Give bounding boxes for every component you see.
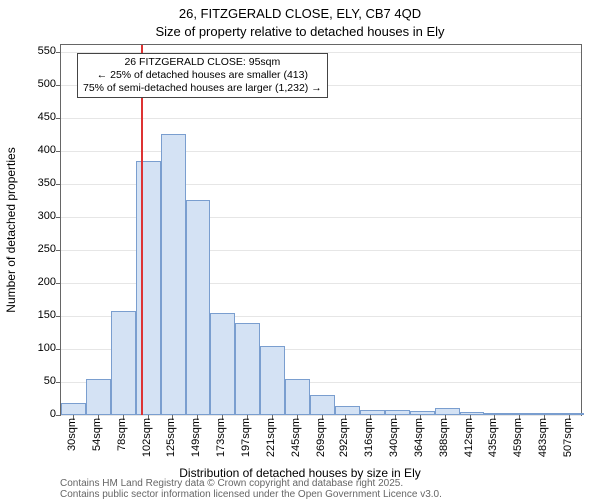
ytick-mark — [56, 217, 61, 218]
xtick-label: 78sqm — [116, 418, 128, 451]
xtick-label: 507sqm — [562, 418, 574, 457]
histogram-bar — [435, 408, 460, 415]
xtick-label: 316sqm — [363, 418, 375, 457]
xtick-label: 54sqm — [91, 418, 103, 451]
xtick-label: 197sqm — [240, 418, 252, 457]
chart-title-sub: Size of property relative to detached ho… — [0, 24, 600, 39]
ytick-label: 350 — [16, 177, 56, 189]
histogram-bar — [161, 134, 186, 415]
ytick-mark — [56, 118, 61, 119]
xtick-label: 340sqm — [388, 418, 400, 457]
xtick-label: 292sqm — [338, 418, 350, 457]
xtick-label: 364sqm — [413, 418, 425, 457]
ytick-mark — [56, 184, 61, 185]
xtick-label: 388sqm — [438, 418, 450, 457]
chart-footer: Contains HM Land Registry data © Crown c… — [60, 478, 442, 500]
ytick-mark — [56, 151, 61, 152]
y-axis-label: Number of detached properties — [4, 147, 18, 312]
histogram-bar — [534, 413, 559, 415]
xtick-label: 149sqm — [190, 418, 202, 457]
histogram-bar — [484, 413, 509, 415]
ytick-label: 150 — [16, 309, 56, 321]
footer-line1: Contains HM Land Registry data © Crown c… — [60, 478, 403, 489]
ytick-label: 250 — [16, 243, 56, 255]
ytick-mark — [56, 52, 61, 53]
ytick-mark — [56, 382, 61, 383]
ytick-label: 500 — [16, 78, 56, 90]
reference-line — [141, 45, 143, 415]
gridline-h — [61, 118, 581, 119]
ytick-mark — [56, 316, 61, 317]
annotation-box: 26 FITZGERALD CLOSE: 95sqm← 25% of detac… — [77, 53, 328, 98]
ytick-label: 50 — [16, 375, 56, 387]
histogram-bar — [260, 346, 285, 415]
ytick-label: 300 — [16, 210, 56, 222]
histogram-bar — [136, 161, 161, 415]
ytick-mark — [56, 85, 61, 86]
xtick-label: 459sqm — [512, 418, 524, 457]
histogram-bar — [460, 412, 485, 415]
histogram-bar — [385, 410, 410, 415]
xtick-label: 102sqm — [141, 418, 153, 457]
histogram-bar — [61, 403, 86, 415]
histogram-bar — [111, 311, 136, 415]
xtick-label: 30sqm — [66, 418, 78, 451]
chart-title-main: 26, FITZGERALD CLOSE, ELY, CB7 4QD — [0, 6, 600, 21]
ytick-mark — [56, 349, 61, 350]
ytick-label: 450 — [16, 111, 56, 123]
ytick-label: 100 — [16, 342, 56, 354]
annotation-line1: 26 FITZGERALD CLOSE: 95sqm — [124, 56, 280, 68]
histogram-bar — [285, 379, 310, 415]
histogram-bar — [509, 413, 534, 415]
xtick-label: 412sqm — [463, 418, 475, 457]
annotation-line2: ← 25% of detached houses are smaller (41… — [97, 69, 308, 81]
histogram-bar — [186, 200, 211, 415]
histogram-bar — [559, 413, 584, 415]
ytick-label: 550 — [16, 45, 56, 57]
ytick-mark — [56, 283, 61, 284]
xtick-label: 483sqm — [537, 418, 549, 457]
footer-line2: Contains public sector information licen… — [60, 489, 442, 500]
ytick-mark — [56, 250, 61, 251]
xtick-label: 221sqm — [265, 418, 277, 457]
xtick-label: 269sqm — [315, 418, 327, 457]
xtick-label: 245sqm — [290, 418, 302, 457]
histogram-bar — [335, 406, 360, 415]
gridline-h — [61, 151, 581, 152]
xtick-label: 435sqm — [487, 418, 499, 457]
histogram-bar — [360, 410, 385, 415]
ytick-label: 0 — [16, 408, 56, 420]
histogram-bar — [310, 395, 335, 415]
ytick-label: 400 — [16, 144, 56, 156]
histogram-bar — [235, 323, 260, 416]
xtick-label: 173sqm — [215, 418, 227, 457]
chart-plot-area: 26 FITZGERALD CLOSE: 95sqm← 25% of detac… — [60, 44, 582, 416]
annotation-line3: 75% of semi-detached houses are larger (… — [83, 82, 322, 94]
xtick-label: 125sqm — [165, 418, 177, 457]
histogram-bar — [410, 411, 435, 415]
histogram-bar — [86, 379, 111, 415]
ytick-label: 200 — [16, 276, 56, 288]
histogram-bar — [210, 313, 235, 415]
ytick-mark — [56, 415, 61, 416]
